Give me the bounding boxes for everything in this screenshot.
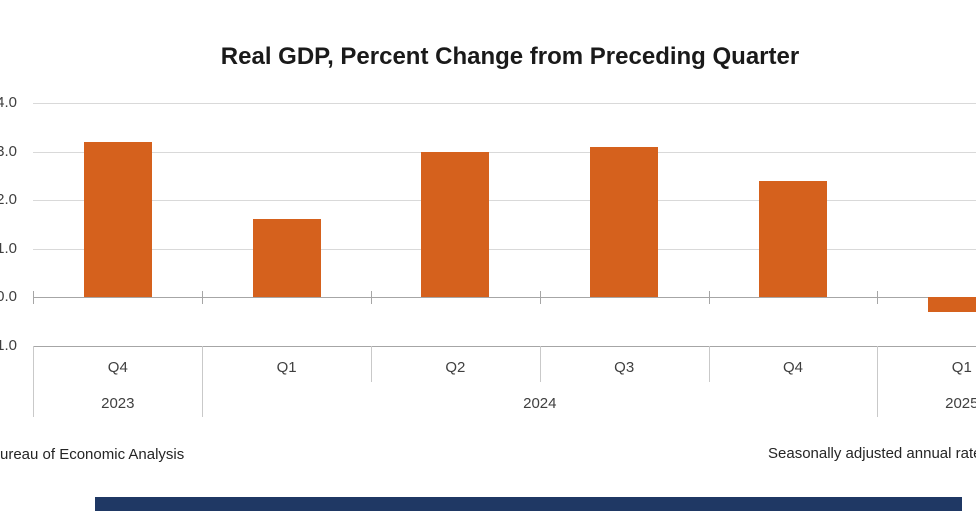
source-note: ureau of Economic Analysis xyxy=(0,446,185,463)
quarter-label: Q2 xyxy=(445,359,466,376)
bar-q1-2025 xyxy=(927,297,976,312)
bar-q3-2024 xyxy=(590,146,659,297)
y-tick-label: 1.0 xyxy=(0,239,17,257)
category-axis-tick xyxy=(877,291,879,304)
category-axis-tick xyxy=(708,291,710,304)
quarter-label: Q1 xyxy=(951,359,972,376)
zero-axis-line xyxy=(33,297,976,298)
quarter-separator xyxy=(371,345,372,382)
quarter-label: Q1 xyxy=(276,359,297,376)
gridline xyxy=(33,345,976,347)
rates-note: Seasonally adjusted annual rate xyxy=(768,445,976,462)
gridline xyxy=(33,103,976,104)
y-tick-label: 0.0 xyxy=(0,288,17,305)
year-separator xyxy=(33,345,35,417)
gridline xyxy=(33,248,976,250)
quarter-separator xyxy=(539,345,541,382)
year-separator xyxy=(202,345,204,417)
y-tick-label: 2.0 xyxy=(0,191,17,208)
brand-strip xyxy=(95,497,962,511)
category-axis-tick xyxy=(539,291,541,304)
quarter-label: Q4 xyxy=(107,359,128,376)
year-label: 2025 xyxy=(945,395,976,412)
y-tick-label: 4.0 xyxy=(0,94,17,111)
gridline xyxy=(33,200,976,201)
y-tick-label: -1.0 xyxy=(0,336,17,354)
year-label: 2024 xyxy=(523,395,557,412)
category-axis-tick xyxy=(202,291,204,304)
category-axis-tick xyxy=(371,291,372,304)
bar-q2-2024 xyxy=(421,151,490,297)
year-separator xyxy=(877,345,879,417)
year-label: 2023 xyxy=(101,395,135,412)
category-axis-tick xyxy=(33,291,35,304)
quarter-label: Q3 xyxy=(614,359,635,376)
gridline xyxy=(33,151,976,153)
bar-q1-2024 xyxy=(252,219,321,297)
bar-q4-2023 xyxy=(83,141,152,297)
quarter-separator xyxy=(708,345,710,382)
bar-q4-2024 xyxy=(759,180,827,297)
y-tick-label: 3.0 xyxy=(0,142,17,160)
quarter-label: Q4 xyxy=(782,359,803,376)
chart-title: Real GDP, Percent Change from Preceding … xyxy=(220,43,800,70)
